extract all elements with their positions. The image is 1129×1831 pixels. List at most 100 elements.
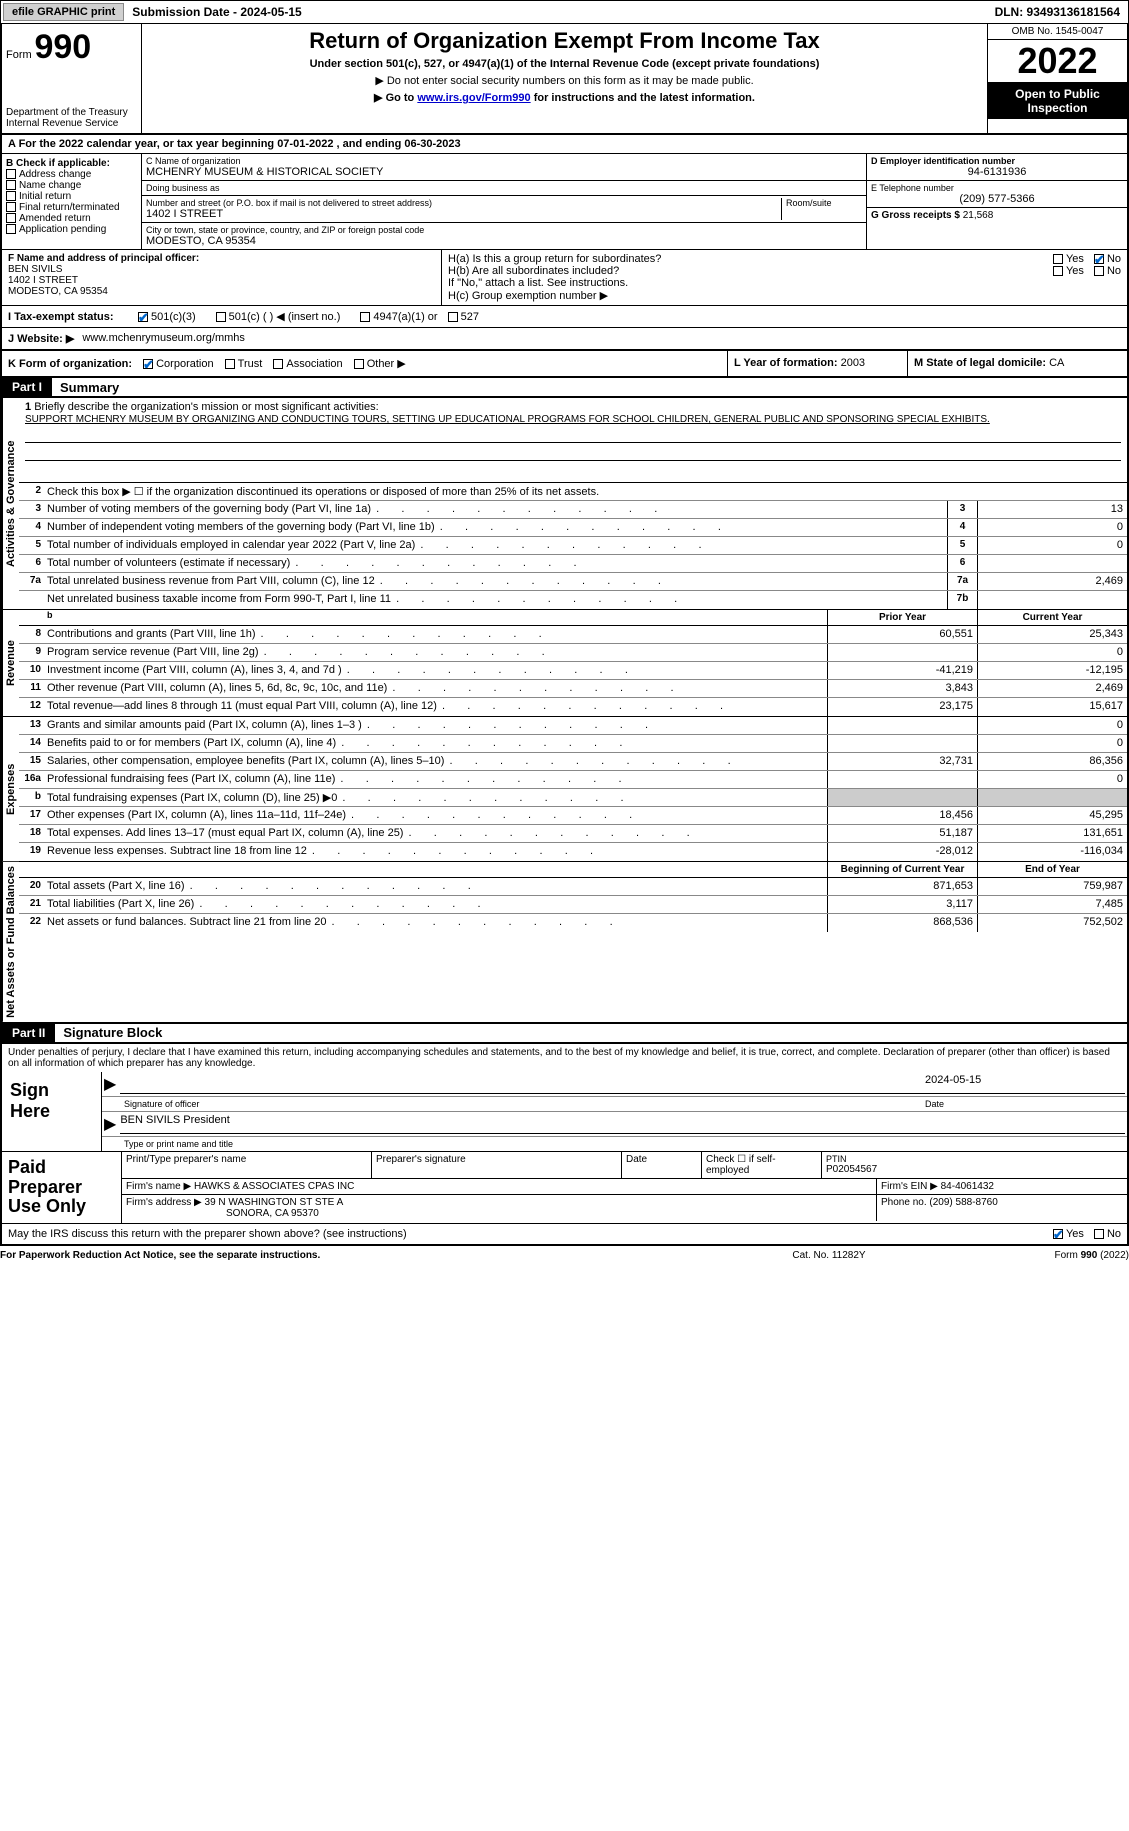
chk-other[interactable] <box>354 359 364 369</box>
page-footer: For Paperwork Reduction Act Notice, see … <box>0 1246 1129 1265</box>
lbl-final-return: Final return/terminated <box>19 202 120 213</box>
chk-501c[interactable] <box>216 312 226 322</box>
form-label: Form <box>6 49 32 61</box>
sig-officer-label: Signature of officer <box>104 1099 925 1109</box>
chk-hb-no[interactable] <box>1094 266 1104 276</box>
prep-date-label: Date <box>622 1152 702 1178</box>
officer-h-row: F Name and address of principal officer:… <box>0 250 1129 306</box>
officer-label: F Name and address of principal officer: <box>8 253 435 264</box>
mission-text: SUPPORT MCHENRY MUSEUM BY ORGANIZING AND… <box>25 414 990 425</box>
phone-value: (209) 577-5366 <box>871 193 1123 205</box>
part2-title: Signature Block <box>55 1025 162 1040</box>
line-5: 5 Total number of individuals employed i… <box>19 537 1127 555</box>
part1-tab: Part I <box>2 378 52 396</box>
efile-print-button[interactable]: efile GRAPHIC print <box>3 3 124 21</box>
addr-value: 1402 I STREET <box>146 208 777 220</box>
line-17: 17 Other expenses (Part IX, column (A), … <box>19 807 1127 825</box>
section-revenue: Revenue b Prior Year Current Year 8 Cont… <box>2 610 1127 717</box>
chk-ha-no[interactable] <box>1094 254 1104 264</box>
vtab-expenses: Expenses <box>2 717 19 861</box>
arrow-icon-2: ▶ <box>104 1114 116 1134</box>
website-url: www.mchenrymuseum.org/mmhs <box>82 332 245 345</box>
ptin-value: P02054567 <box>826 1164 1123 1175</box>
line-13: 13 Grants and similar amounts paid (Part… <box>19 717 1127 735</box>
line-3: 3 Number of voting members of the govern… <box>19 501 1127 519</box>
org-name: MCHENRY MUSEUM & HISTORICAL SOCIETY <box>146 166 862 178</box>
line-16a: 16a Professional fundraising fees (Part … <box>19 771 1127 789</box>
prep-name-label: Print/Type preparer's name <box>122 1152 372 1178</box>
period-row: A For the 2022 calendar year, or tax yea… <box>0 135 1129 154</box>
paid-preparer-block: Paid Preparer Use Only Print/Type prepar… <box>2 1152 1127 1224</box>
lbl-corp: Corporation <box>156 358 213 370</box>
gross-label: G Gross receipts $ <box>871 210 960 221</box>
ha-no: No <box>1107 253 1121 265</box>
chk-initial-return[interactable] <box>6 191 16 201</box>
period-text: A For the 2022 calendar year, or tax yea… <box>2 135 467 153</box>
tax-status-row: I Tax-exempt status: 501(c)(3) 501(c) ( … <box>0 306 1129 328</box>
vtab-governance: Activities & Governance <box>2 398 19 609</box>
box-b: B Check if applicable: Address change Na… <box>2 154 142 249</box>
chk-hb-yes[interactable] <box>1053 266 1063 276</box>
line-19: 19 Revenue less expenses. Subtract line … <box>19 843 1127 861</box>
officer-addr2: MODESTO, CA 95354 <box>8 286 435 297</box>
firm-phone-label: Phone no. <box>881 1197 927 1208</box>
chk-name-change[interactable] <box>6 180 16 190</box>
firm-ein: 84-4061432 <box>941 1181 994 1192</box>
form-title: Return of Organization Exempt From Incom… <box>146 28 983 54</box>
l-value: 2003 <box>841 357 865 369</box>
vtab-revenue: Revenue <box>2 610 19 716</box>
dln-label: DLN: 93493136181564 <box>995 5 1128 19</box>
officer-addr1: 1402 I STREET <box>8 275 435 286</box>
paid-prep-label: Paid Preparer Use Only <box>2 1152 122 1223</box>
chk-discuss-yes[interactable] <box>1053 1229 1063 1239</box>
lbl-other: Other ▶ <box>367 358 406 370</box>
line-21: 21 Total liabilities (Part X, line 26) 3… <box>19 896 1127 914</box>
hb-no: No <box>1107 265 1121 277</box>
line-10: 10 Investment income (Part VIII, column … <box>19 662 1127 680</box>
footer-right: Form 990 (2022) <box>929 1250 1129 1261</box>
box-h: H(a) Is this a group return for subordin… <box>442 250 1127 305</box>
dba-label: Doing business as <box>146 183 862 193</box>
col-curr: Current Year <box>977 610 1127 625</box>
section-expenses: Expenses 13 Grants and similar amounts p… <box>2 717 1127 862</box>
lbl-name-change: Name change <box>19 180 81 191</box>
gross-value: 21,568 <box>963 210 994 221</box>
form-header: Form 990 Department of the Treasury Inte… <box>0 24 1129 135</box>
chk-501c3[interactable] <box>138 312 148 322</box>
line-6: 6 Total number of volunteers (estimate i… <box>19 555 1127 573</box>
ein-value: 94-6131936 <box>871 166 1123 178</box>
chk-trust[interactable] <box>225 359 235 369</box>
chk-final-return[interactable] <box>6 202 16 212</box>
omb-number: OMB No. 1545-0047 <box>988 24 1127 40</box>
org-name-label: C Name of organization <box>146 156 862 166</box>
irs-link[interactable]: www.irs.gov/Form990 <box>417 92 530 104</box>
chk-corp[interactable] <box>143 359 153 369</box>
chk-app-pending[interactable] <box>6 224 16 234</box>
mission-label: Briefly describe the organization's miss… <box>34 401 378 413</box>
col-prior: Prior Year <box>827 610 977 625</box>
firm-name: HAWKS & ASSOCIATES CPAS INC <box>194 1181 354 1192</box>
addr-label: Number and street (or P.O. box if mail i… <box>146 198 777 208</box>
officer-type-label: Type or print name and title <box>104 1139 233 1149</box>
lbl-501c3: 501(c)(3) <box>151 311 196 323</box>
prep-sig-label: Preparer's signature <box>372 1152 622 1178</box>
line2-desc: Check this box ▶ ☐ if the organization d… <box>47 483 1127 500</box>
k-org-row: K Form of organization: Corporation Trus… <box>0 351 1129 378</box>
chk-527[interactable] <box>448 312 458 322</box>
chk-ha-yes[interactable] <box>1053 254 1063 264</box>
chk-amended[interactable] <box>6 213 16 223</box>
city-label: City or town, state or province, country… <box>146 225 862 235</box>
k-label: K Form of organization: <box>8 358 132 370</box>
chk-4947[interactable] <box>360 312 370 322</box>
form-subtitle: Under section 501(c), 527, or 4947(a)(1)… <box>146 58 983 70</box>
chk-discuss-no[interactable] <box>1094 1229 1104 1239</box>
box-b-label: B Check if applicable: <box>6 158 137 169</box>
line-18: 18 Total expenses. Add lines 13–17 (must… <box>19 825 1127 843</box>
line-9: 9 Program service revenue (Part VIII, li… <box>19 644 1127 662</box>
chk-assoc[interactable] <box>273 359 283 369</box>
line-2: 2 Check this box ▶ ☐ if the organization… <box>19 483 1127 501</box>
lbl-app-pending: Application pending <box>19 224 106 235</box>
chk-address-change[interactable] <box>6 169 16 179</box>
footer-mid: Cat. No. 11282Y <box>729 1250 929 1261</box>
revenue-colhdr: b Prior Year Current Year <box>19 610 1127 626</box>
